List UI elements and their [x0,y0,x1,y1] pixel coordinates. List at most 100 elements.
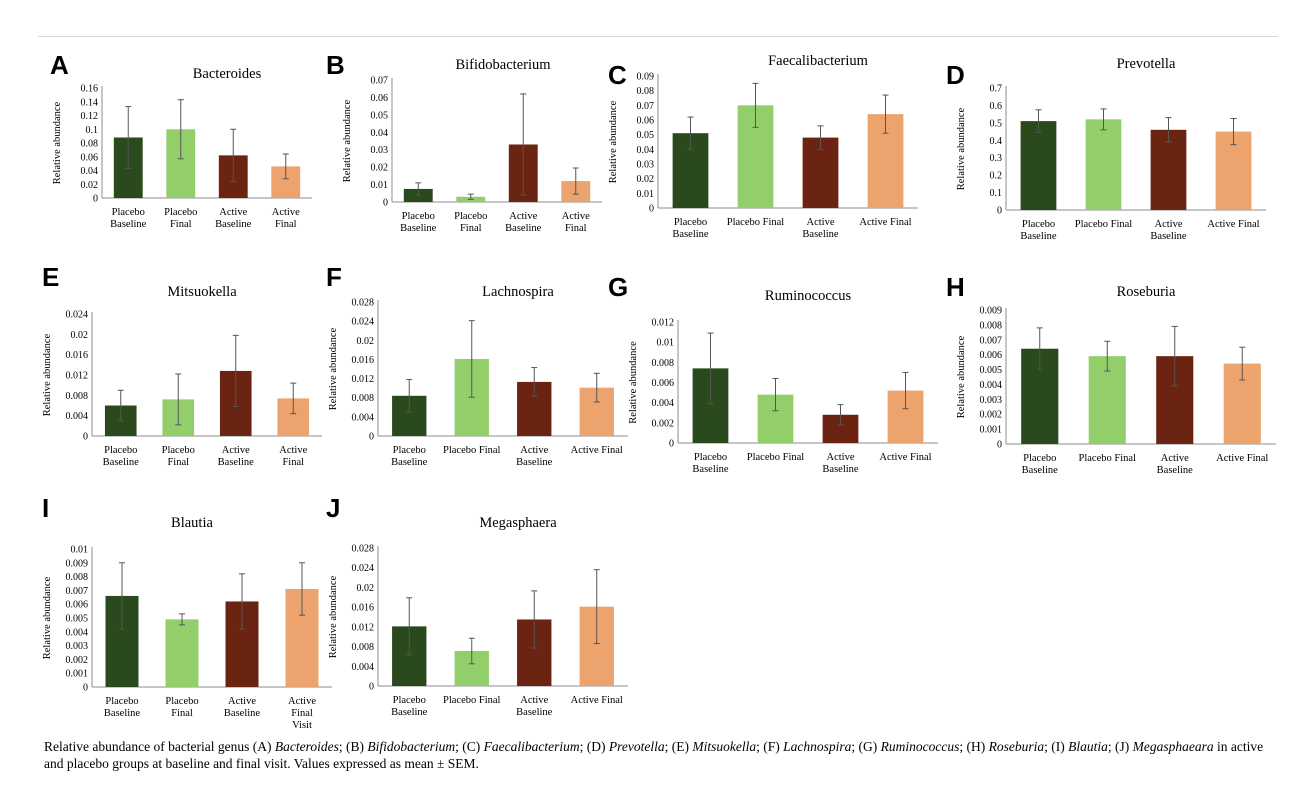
chart-panel-i: I Blautia Relative abundance 0 0.001 0.002 0.0… [42,493,372,733]
panel-letter: E [42,262,60,292]
x-tick-label: Active Baseline [1150,219,1186,242]
y-tick-label: 0.003 [980,395,1003,406]
x-tick-label: Placebo Final [727,217,785,228]
y-tick-label: 0.02 [371,163,389,174]
y-tick-label: 0.005 [980,365,1003,376]
y-tick-label: 0.6 [990,101,1003,112]
bar-chart-h: Roseburia Relative abundance 0 0.001 0.002 0.… [956,284,1276,476]
y-tick-label: 0.008 [652,358,675,369]
y-tick-label: 0.04 [81,166,99,177]
x-tick-label: Placebo Final [454,211,487,234]
y-axis-label: Relative abundance [956,107,967,190]
y-tick-label: 0.04 [637,145,655,156]
caption-genus: Bifidobacterium [367,739,456,754]
y-tick-label: 0.024 [66,310,89,321]
y-tick-label: 0.03 [637,160,655,171]
x-tick-label: Placebo Final [164,207,197,230]
panel-letter: C [608,60,627,90]
chart-panel-g: G Ruminococcus Relative abundance 0 0.002 0.0… [608,262,938,502]
y-tick-label: 0.008 [66,572,89,583]
y-axis-label: Relative abundance [956,335,967,418]
y-tick-label: 0.002 [980,410,1003,421]
y-tick-label: 0.7 [990,84,1003,95]
y-tick-label: 0.05 [637,130,655,141]
y-tick-label: 0.006 [652,378,675,389]
y-tick-label: 0.16 [81,84,99,95]
y-axis-label: Relative abundance [608,100,619,183]
y-tick-label: 0.008 [352,642,375,653]
panel-letter: J [326,493,341,523]
y-tick-label: 0.024 [352,317,375,328]
chart-title: Roseburia [1117,284,1176,300]
chart-title: Mitsuokella [167,284,237,300]
y-tick-label: 0 [369,432,374,443]
caption-genus: Faecalibacterium [483,739,580,754]
chart-panel-d: D Prevotella Relative abundance 0 0.1 0.2 0.3 0… [946,50,1276,290]
chart-title: Bacteroides [193,66,262,82]
y-tick-label: 0.008 [352,393,375,404]
caption-text: ; (G) [851,739,881,754]
y-tick-label: 0.008 [66,391,89,402]
caption-genus: Roseburia [988,739,1045,754]
y-tick-label: 0 [83,683,88,694]
chart-title: Ruminococcus [765,288,852,304]
y-tick-label: 0.08 [81,139,99,150]
y-tick-label: 0.008 [980,320,1003,331]
x-tick-label: Active Final [272,207,300,230]
x-tick-label: Active Baseline [1157,453,1193,476]
y-tick-label: 0.004 [652,398,675,409]
y-tick-label: 0.024 [352,563,375,574]
y-tick-label: 0.02 [81,180,99,191]
caption-genus: Mitsuokella [692,739,757,754]
bar-chart-a: Bacteroides Relative abundance 0 0.02 0.04 0.… [52,66,312,230]
y-tick-label: 0.012 [652,318,675,329]
bar-chart-j: Megasphaera Relative abundance 0 0.004 0.008… [328,515,628,718]
y-axis-label: Relative abundance [52,101,63,184]
chart-title: Lachnospira [482,284,554,300]
caption-text: ; (B) [338,739,368,754]
caption-text: ; (H) [959,739,989,754]
y-tick-label: 0.006 [980,350,1003,361]
y-tick-label: 0.012 [352,622,375,633]
y-tick-label: 0.001 [66,669,89,680]
bar [1020,121,1057,210]
chart-title: Prevotella [1117,56,1176,72]
x-tick-label: Active Baseline [802,217,838,240]
y-tick-label: 0.06 [637,116,655,127]
x-tick-label: Active Baseline [516,695,552,718]
x-tick-label: Placebo Baseline [400,211,436,234]
y-tick-label: 0 [669,439,674,450]
x-tick-label: Active Final [279,445,307,468]
caption-text: ; (I) [1044,739,1069,754]
y-tick-label: 0.01 [637,189,655,200]
bar [1085,119,1122,210]
y-tick-label: 0.002 [652,418,675,429]
y-tick-label: 0.001 [980,425,1003,436]
panel-letter: I [42,493,50,523]
bar-chart-b: Bifidobacterium Relative abundance 0 0.01 0.… [342,57,602,234]
y-tick-label: 0.016 [352,355,375,366]
y-axis-label: Relative abundance [342,99,353,182]
y-tick-label: 0.004 [352,662,375,673]
y-tick-label: 0 [997,440,1002,451]
figure-caption: Relative abundance of bacterial genus (A… [44,738,1274,772]
y-tick-label: 0.4 [990,136,1003,147]
y-axis-label: Relative abundance [42,333,53,416]
y-tick-label: 0.12 [81,111,99,122]
caption-genus: Blautia [1068,739,1108,754]
x-tick-label: Placebo Baseline [1020,219,1056,242]
chart-panel-c: C Faecalibacterium Relative abundance 0 0.01… [608,50,938,290]
y-tick-label: 0.02 [357,583,375,594]
panel-letter: H [946,272,965,302]
x-tick-label: Placebo Final [165,696,198,719]
y-tick-label: 0.03 [371,145,389,156]
caption-text: ; (C) [455,739,484,754]
y-tick-label: 0.012 [352,374,375,385]
x-tick-label: Active Final [571,445,623,456]
caption-text: ; (D) [579,739,609,754]
y-tick-label: 0 [649,204,654,215]
y-tick-label: 0.016 [66,350,89,361]
caption-genus: Prevotella [608,739,665,754]
chart-title: Blautia [171,515,213,531]
chart-panel-j: J Megasphaera Relative abundance 0 0.004 0.00… [318,493,648,733]
